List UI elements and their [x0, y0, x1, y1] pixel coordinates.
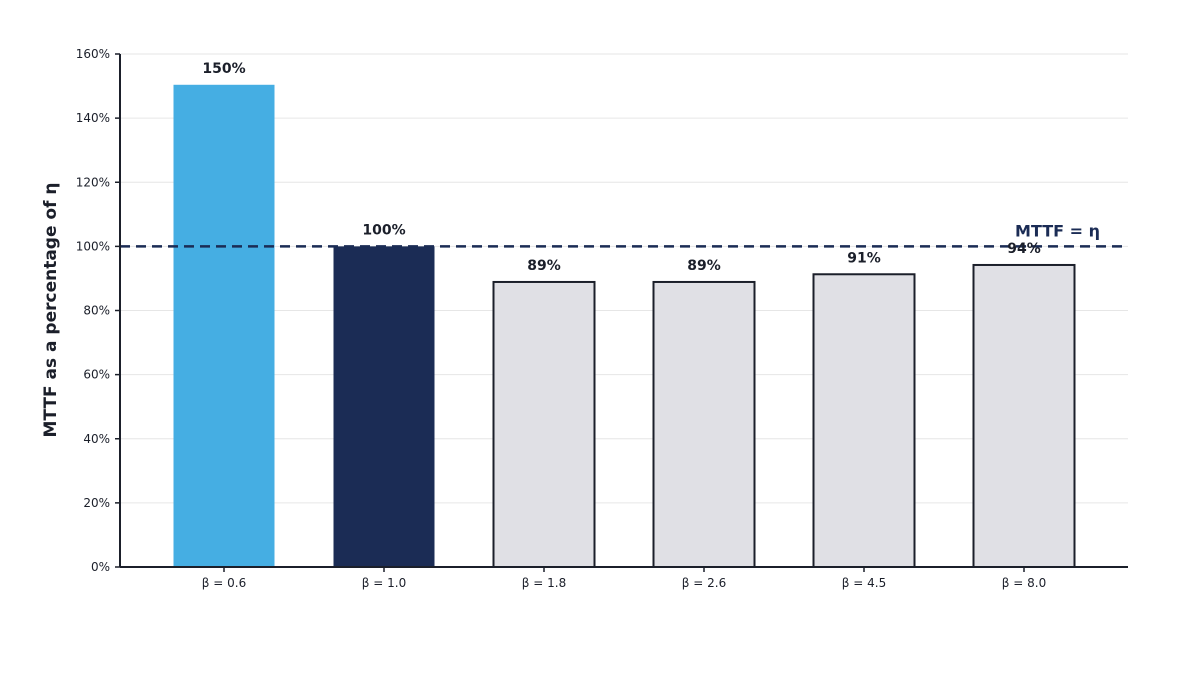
y-tick-label: 60%	[83, 368, 110, 382]
y-tick-label: 160%	[76, 47, 110, 61]
reference-line-label: MTTF = η	[1015, 221, 1100, 240]
data-label: 100%	[362, 222, 405, 238]
bar	[652, 280, 756, 568]
axes	[115, 53, 1128, 572]
y-tick-label: 120%	[76, 175, 110, 189]
bar	[812, 273, 916, 568]
x-tick-label: β = 0.6	[202, 576, 246, 590]
data-label: 91%	[847, 250, 881, 266]
x-tick-label: β = 1.0	[362, 576, 406, 590]
x-tick-label: β = 2.6	[682, 576, 726, 590]
y-tick-label: 80%	[83, 304, 110, 318]
data-label: 94%	[1007, 241, 1041, 257]
x-tick-label: β = 4.5	[842, 576, 886, 590]
labels: 0% 20% 40% 60% 80% 100% 120% 140% 160% β = 0.6 150…	[76, 47, 1047, 590]
bar	[333, 246, 435, 567]
bar	[972, 263, 1076, 568]
x-tick-label: β = 1.8	[522, 576, 566, 590]
x-tick-label: β = 8.0	[1002, 576, 1046, 590]
data-label: 89%	[527, 258, 561, 274]
bars	[173, 84, 1076, 568]
y-tick-label: 20%	[83, 496, 110, 510]
y-tick-label: 0%	[91, 560, 110, 574]
y-tick-label: 40%	[83, 432, 110, 446]
data-label: 89%	[687, 258, 721, 274]
bar	[492, 280, 596, 568]
y-axis-label: MTTF as a percentage of η	[41, 182, 61, 437]
y-tick-label: 140%	[76, 111, 110, 125]
data-label: 150%	[202, 61, 245, 77]
y-tick-label: 100%	[76, 239, 110, 253]
reference-line-group: MTTF = η	[120, 221, 1128, 248]
bar	[173, 84, 275, 567]
